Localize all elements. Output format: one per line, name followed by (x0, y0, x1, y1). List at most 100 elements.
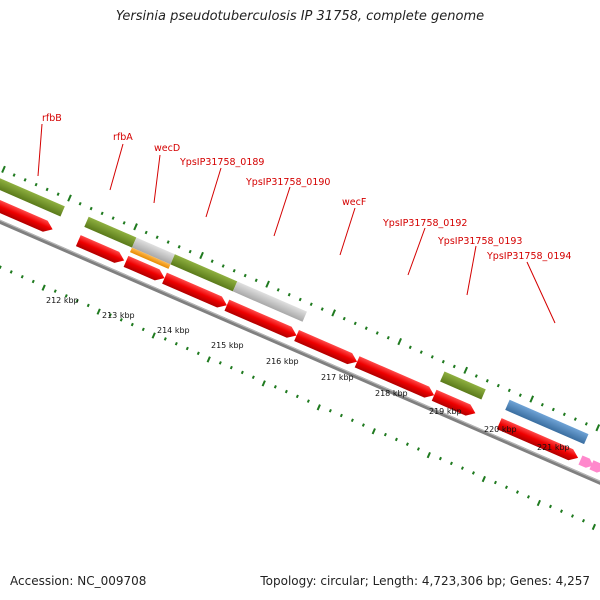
inner-tick-mark (229, 365, 233, 370)
outer-tick-mark (529, 395, 535, 403)
outer-tick-mark (353, 321, 357, 326)
outer-tick-mark (188, 249, 192, 254)
gene-label: YpsIP31758_0189 (179, 157, 264, 168)
inner-tick-mark (273, 385, 277, 389)
gene-leader-line (109, 143, 124, 191)
inner-tick-mark (536, 499, 541, 507)
inner-tick-mark (350, 418, 354, 423)
inner-tick-mark (206, 356, 211, 363)
genome-backbone-highlight (0, 208, 600, 497)
outer-tick-mark (309, 302, 313, 307)
outer-tick-mark (386, 335, 390, 340)
outer-tick-mark (78, 201, 82, 206)
outer-tick-mark (408, 345, 412, 350)
outer-tick-mark (507, 388, 511, 393)
inner-tick-mark (86, 303, 90, 308)
gene-label: YpsIP31758_0194 (486, 251, 571, 262)
inner-tick-mark (108, 313, 112, 317)
inner-tick-mark (119, 318, 123, 322)
outer-tick-mark (265, 280, 270, 288)
outer-tick-mark (1, 165, 6, 173)
outer-tick-mark (45, 187, 49, 192)
outer-tick-mark (441, 359, 445, 364)
inner-tick-mark (471, 471, 475, 475)
outer-tick-mark (320, 307, 324, 311)
inner-tick-mark (481, 475, 486, 483)
gene-arrow-0192 (354, 356, 435, 398)
inner-tick-mark (438, 456, 442, 461)
inner-tick-mark (416, 447, 420, 451)
kbp-label: 221 kbp (537, 443, 570, 452)
inner-tick-mark (75, 298, 79, 303)
inner-tick-mark (130, 322, 134, 327)
kbp-label: 217 kbp (321, 373, 354, 382)
inner-tick-mark (240, 370, 244, 375)
outer-tick-mark (155, 235, 159, 240)
inner-tick-mark (31, 279, 35, 284)
outer-tick-mark (232, 268, 236, 273)
inner-tick-mark (218, 361, 222, 365)
outer-tick-mark (122, 221, 126, 225)
gene-leader-line (37, 123, 43, 177)
outer-tick-mark (56, 192, 60, 196)
gene-arrow-lane (0, 196, 600, 473)
kbp-label: 218 kbp (375, 389, 408, 398)
gene-leader-line (526, 261, 556, 324)
inner-tick-mark (20, 274, 24, 279)
outer-tick-mark (133, 223, 138, 231)
outer-tick-mark (100, 211, 104, 216)
inner-tick-mark (383, 432, 387, 437)
inner-tick-row (0, 265, 597, 531)
inner-tick-mark (151, 332, 156, 339)
outer-tick-mark (144, 230, 148, 235)
gene-label: YpsIP31758_0192 (382, 218, 467, 229)
inner-tick-mark (361, 423, 365, 427)
outer-tick-mark (364, 326, 368, 330)
inner-tick-mark (53, 289, 57, 293)
outer-tick-mark (254, 278, 258, 283)
gray-feature-0190 (232, 281, 307, 322)
kbp-label: 213 kbp (102, 311, 135, 320)
inner-tick-mark (591, 523, 597, 531)
olive-feature-0193 (440, 371, 486, 400)
gene-label: rfbB (42, 113, 62, 124)
inner-tick-mark (371, 428, 376, 435)
outer-tick-mark (452, 364, 456, 369)
outer-tick-mark (199, 251, 204, 260)
pink-arrow (589, 460, 600, 473)
outer-tick-mark (89, 206, 93, 211)
outer-tick-mark (111, 216, 115, 220)
inner-tick-mark (64, 294, 68, 298)
outer-tick-mark (430, 355, 434, 359)
blue-feature-0194 (505, 399, 589, 445)
gene-leader-line (407, 227, 426, 276)
inner-tick-mark (284, 389, 288, 394)
outer-tick-mark (34, 182, 38, 187)
gray-feature-wecD (131, 237, 175, 265)
inner-tick-mark (41, 284, 46, 291)
gene-label: wecD (154, 143, 180, 154)
kbp-label: 220 kbp (484, 425, 517, 434)
outer-tick-mark (595, 424, 600, 432)
inner-tick-mark (504, 485, 508, 490)
gene-arrow-0190 (224, 299, 297, 338)
gene-arrow-0194 (496, 418, 579, 461)
olive-feature-rfbA (84, 216, 137, 248)
inner-tick-mark (460, 466, 464, 470)
kbp-label: 216 kbp (266, 357, 299, 366)
outer-tick-mark (177, 245, 181, 249)
inner-tick-mark (295, 394, 299, 399)
outer-tick-mark (518, 393, 522, 397)
outer-tick-mark (540, 402, 544, 407)
inner-tick-mark (9, 270, 13, 274)
inner-tick-mark (306, 399, 310, 403)
outer-tick-mark (67, 194, 72, 202)
kbp-label: 215 kbp (211, 341, 244, 350)
gene-label: YpsIP31758_0193 (437, 236, 522, 247)
outer-tick-mark (584, 422, 588, 426)
inner-tick-mark (185, 346, 189, 351)
outer-tick-mark (419, 350, 423, 354)
inner-tick-mark (251, 375, 255, 379)
outer-tick-mark (166, 240, 170, 244)
outer-tick-mark (342, 316, 346, 321)
